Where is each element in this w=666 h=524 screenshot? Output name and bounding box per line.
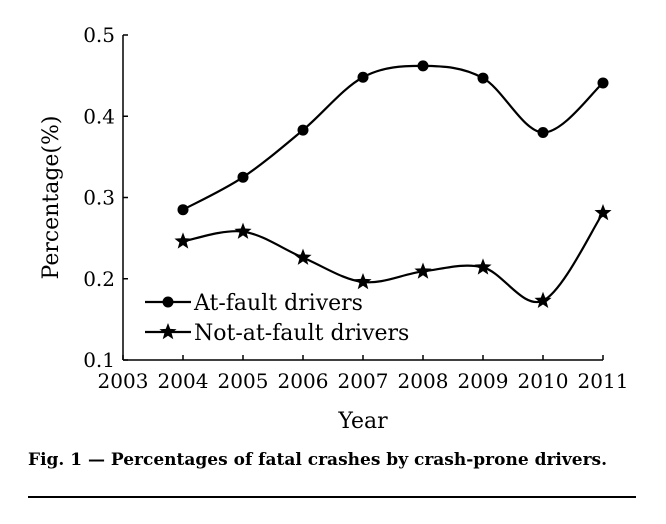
x-tick-label: 2005 <box>218 369 269 393</box>
circle-point <box>597 77 609 89</box>
series-2 <box>174 203 612 308</box>
star-point <box>294 248 312 265</box>
y-axis-title: Percentage(%) <box>39 116 64 280</box>
x-tick-label: 2008 <box>398 369 449 393</box>
legend-label: At-fault drivers <box>193 291 363 316</box>
line-chart: 0.1 0.2 0.3 0.4 0.5 2003 2004 2005 2006 2007 2008 2… <box>39 23 629 434</box>
circle-point <box>477 72 489 84</box>
series-line <box>182 64 604 211</box>
legend-circle-icon <box>162 296 174 308</box>
circle-point <box>537 127 549 138</box>
star-point <box>414 262 432 279</box>
star-point <box>354 273 372 290</box>
y-tick-label: 0.5 <box>83 23 115 47</box>
y-tick-label: 0.3 <box>83 186 115 210</box>
star-point <box>474 258 492 275</box>
x-tick-label: 2006 <box>278 369 329 393</box>
star-point <box>174 232 192 249</box>
circle-point <box>237 171 249 183</box>
x-tick-label: 2003 <box>98 369 149 393</box>
x-axis-title: Year <box>337 409 388 434</box>
x-tick-label: 2010 <box>518 369 569 393</box>
x-tick-label: 2009 <box>458 369 509 393</box>
series-line <box>182 212 604 304</box>
legend-label: Not-at-fault drivers <box>194 321 409 346</box>
legend-star-icon <box>159 323 177 340</box>
y-tick-label: 0.2 <box>83 267 115 291</box>
star-point <box>594 203 612 221</box>
y-tick-label: 0.1 <box>83 348 115 372</box>
circle-point <box>297 124 309 136</box>
circle-point <box>357 71 369 83</box>
x-tick-label: 2007 <box>338 369 389 393</box>
figure-caption: Fig. 1 — Percentages of fatal crashes by… <box>28 450 608 470</box>
star-point <box>234 222 252 239</box>
x-tick-label: 2004 <box>158 369 209 393</box>
star-point <box>534 291 552 308</box>
x-tick-label: 2011 <box>578 369 629 393</box>
y-tick-label: 0.4 <box>83 104 115 128</box>
series-1 <box>177 60 609 216</box>
circle-point <box>417 60 429 72</box>
circle-point <box>177 204 189 216</box>
caption-rule <box>28 496 636 498</box>
